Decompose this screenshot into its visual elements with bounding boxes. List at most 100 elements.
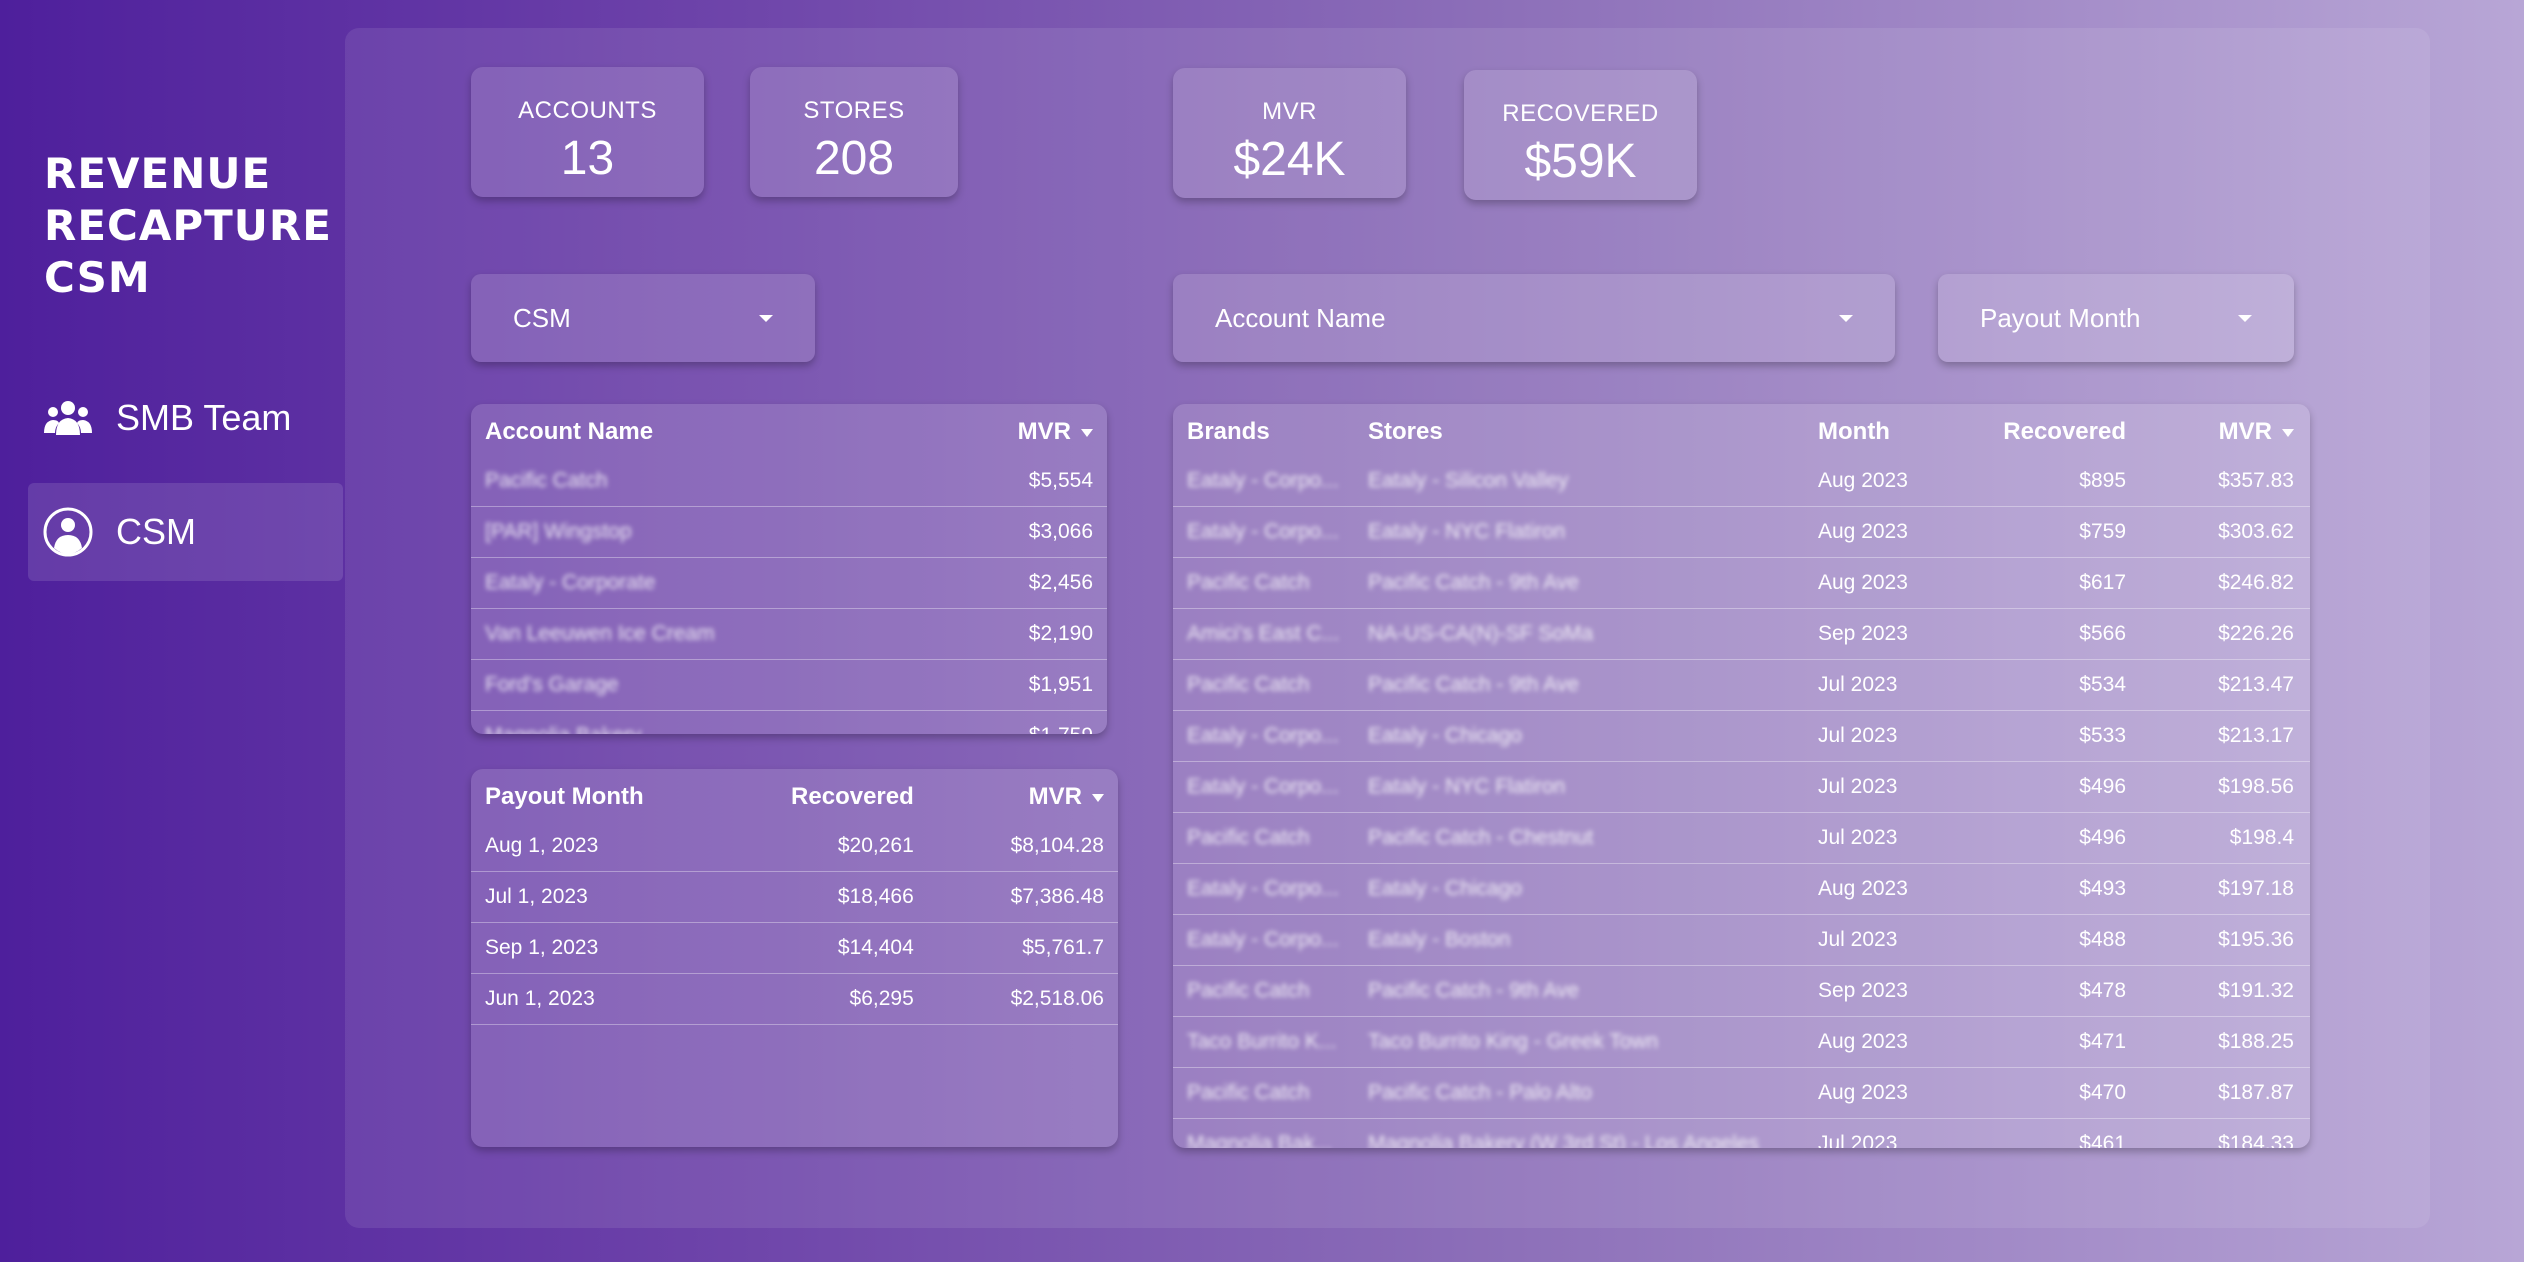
payout-month-filter-dropdown[interactable]: Payout Month: [1938, 274, 2294, 362]
table-row[interactable]: Amici's East C... NA-US-CA(N)-SF SoMa Sep …: [1173, 609, 2310, 660]
table-row[interactable]: Magnolia Bakery$1,759: [471, 711, 1107, 734]
caret-down-icon: [759, 314, 773, 322]
table-row[interactable]: Eataly - Corpo... Eataly - Chicago Aug 202…: [1173, 864, 2310, 915]
table-row[interactable]: Eataly - Corpo... Eataly - Chicago Jul 202…: [1173, 711, 2310, 762]
col-recovered[interactable]: Recovered: [2003, 418, 2126, 445]
col-payout-month[interactable]: Payout Month: [485, 783, 644, 810]
mvr-cell: $3,066: [1028, 520, 1093, 543]
mvr-cell: $5,554: [1028, 469, 1093, 492]
caret-down-icon: [1839, 314, 1853, 322]
mvr-cell: $2,518.06: [1010, 987, 1104, 1010]
table-row[interactable]: Van Leeuwen Ice Cream $2,190: [471, 609, 1107, 660]
kpi-value: 208: [813, 132, 895, 185]
table-row[interactable]: Jul 1, 2023 $18,466 $7,386.48: [471, 872, 1118, 923]
store-cell: Magnolia Bakery (W 3rd St) - Los Angeles: [1368, 1132, 1760, 1148]
recovered-cell: $471: [2079, 1030, 2126, 1053]
sort-desc-icon: [1081, 428, 1093, 437]
recovered-cell: $493: [2079, 877, 2126, 900]
account-name-filter-dropdown[interactable]: Account Name: [1173, 274, 1895, 362]
table-row[interactable]: Pacific Catch Pacific Catch - 9th Ave Jul …: [1173, 660, 2310, 711]
mvr-cell: $198.56: [2218, 775, 2294, 798]
brand-cell: Eataly - Corpo...: [1187, 928, 1339, 951]
col-recovered[interactable]: Recovered: [791, 783, 914, 810]
table-header: Brands Stores Month Recovered MVR: [1173, 408, 2310, 456]
month-cell: Jul 2023: [1818, 775, 1898, 798]
nav-item-smb-team[interactable]: SMB Team: [28, 369, 343, 467]
payout-month-cell: Jul 1, 2023: [485, 885, 588, 908]
table-row[interactable]: Aug 1, 2023 $20,261 $8,104.28: [471, 821, 1118, 872]
table-row[interactable]: Jun 1, 2023 $6,295 $2,518.06: [471, 974, 1118, 1025]
account-name-cell: Van Leeuwen Ice Cream: [485, 622, 715, 645]
month-cell: Sep 2023: [1818, 979, 1908, 1002]
month-cell: Jul 2023: [1818, 1132, 1898, 1148]
col-mvr[interactable]: MVR: [919, 418, 1107, 446]
table-row[interactable]: Eataly - Corporate $2,456: [471, 558, 1107, 609]
filter-label: Account Name: [1215, 302, 1386, 333]
col-stores[interactable]: Stores: [1368, 418, 1443, 445]
mvr-cell: $1,951: [1028, 673, 1093, 696]
mvr-cell: $213.17: [2218, 724, 2294, 747]
store-cell: Eataly - NYC Flatiron: [1368, 520, 1566, 543]
month-cell: Aug 2023: [1818, 571, 1908, 594]
kpi-value: $24K: [1233, 133, 1346, 186]
nav-item-csm[interactable]: CSM: [28, 483, 343, 581]
store-cell: Eataly - NYC Flatiron: [1368, 775, 1566, 798]
store-cell: Eataly - Boston: [1368, 928, 1511, 951]
month-cell: Aug 2023: [1818, 1081, 1908, 1104]
account-mvr-table: Account Name MVR Pacific Catch $5,554 [PAR…: [471, 404, 1107, 734]
mvr-cell: $184.33: [2218, 1132, 2294, 1148]
month-cell: Jul 2023: [1818, 928, 1898, 951]
mvr-cell: $8,104.28: [1010, 834, 1104, 857]
csm-filter-dropdown[interactable]: CSM: [471, 274, 815, 362]
kpi-mvr: MVR $24K: [1173, 68, 1406, 198]
recovered-cell: $496: [2079, 775, 2126, 798]
nav-item-label: SMB Team: [116, 397, 292, 438]
month-cell: Sep 2023: [1818, 622, 1908, 645]
payout-month-cell: Jun 1, 2023: [485, 987, 595, 1010]
brand-cell: Pacific Catch: [1187, 979, 1310, 1002]
filter-label: CSM: [513, 302, 571, 333]
users-icon: [42, 392, 94, 444]
kpi-recovered: RECOVERED $59K: [1464, 70, 1697, 200]
table-row[interactable]: Eataly - Corpo... Eataly - NYC Flatiron Ju…: [1173, 762, 2310, 813]
table-row[interactable]: Pacific Catch $5,554: [471, 456, 1107, 507]
col-account-name[interactable]: Account Name: [485, 418, 654, 445]
table-row[interactable]: Taco Burrito K... Taco Burrito King - Gre…: [1173, 1017, 2310, 1068]
table-row[interactable]: Eataly - Corpo... Eataly - NYC Flatiron Au…: [1173, 507, 2310, 558]
table-row[interactable]: Pacific Catch Pacific Catch - 9th Ave Aug …: [1173, 558, 2310, 609]
payout-month-cell: Aug 1, 2023: [485, 834, 599, 857]
col-mvr-label: MVR: [2218, 418, 2272, 445]
table-row[interactable]: [PAR] Wingstop $3,066: [471, 507, 1107, 558]
brand-cell: Eataly - Corpo...: [1187, 520, 1339, 543]
mvr-cell: $357.83: [2218, 469, 2294, 492]
table-row[interactable]: Sep 1, 2023 $14,404 $5,761.7: [471, 923, 1118, 974]
recovered-cell: $533: [2079, 724, 2126, 747]
store-detail-table: Brands Stores Month Recovered MVR Eataly…: [1173, 404, 2310, 1148]
kpi-label: STORES: [803, 97, 905, 124]
table-row[interactable]: Magnolia Bak... Magnolia Bakery (W 3rd St…: [1173, 1119, 2310, 1148]
mvr-cell: $5,761.7: [1022, 936, 1104, 959]
brand-cell: Eataly - Corpo...: [1187, 877, 1339, 900]
recovered-cell: $14,404: [837, 936, 914, 959]
table-row[interactable]: Eataly - Corpo... Eataly - Silicon Valley…: [1173, 456, 2310, 507]
brand-cell: Pacific Catch: [1187, 1081, 1310, 1104]
brand-cell: Pacific Catch: [1187, 673, 1310, 696]
account-name-cell: Magnolia Bakery: [471, 724, 919, 734]
table-row[interactable]: Ford's Garage $1,951: [471, 660, 1107, 711]
table-row[interactable]: Eataly - Corpo... Eataly - Boston Jul 2023…: [1173, 915, 2310, 966]
user-circle-icon: [42, 506, 94, 558]
col-mvr[interactable]: MVR: [928, 783, 1118, 811]
table-row[interactable]: Pacific Catch Pacific Catch - Palo Alto Au…: [1173, 1068, 2310, 1119]
mvr-cell: $246.82: [2218, 571, 2294, 594]
table-header: Payout Month Recovered MVR: [471, 773, 1118, 821]
col-brands[interactable]: Brands: [1187, 418, 1270, 445]
col-month[interactable]: Month: [1818, 418, 1890, 445]
account-name-cell: [PAR] Wingstop: [485, 520, 632, 543]
table-row[interactable]: Pacific Catch Pacific Catch - Chestnut Jul…: [1173, 813, 2310, 864]
month-cell: Aug 2023: [1818, 469, 1908, 492]
col-mvr[interactable]: MVR: [2140, 418, 2308, 446]
col-mvr-label: MVR: [1028, 783, 1082, 810]
recovered-cell: $895: [2079, 469, 2126, 492]
payout-month-cell: Sep 1, 2023: [485, 936, 599, 959]
table-row[interactable]: Pacific Catch Pacific Catch - 9th Ave Sep …: [1173, 966, 2310, 1017]
